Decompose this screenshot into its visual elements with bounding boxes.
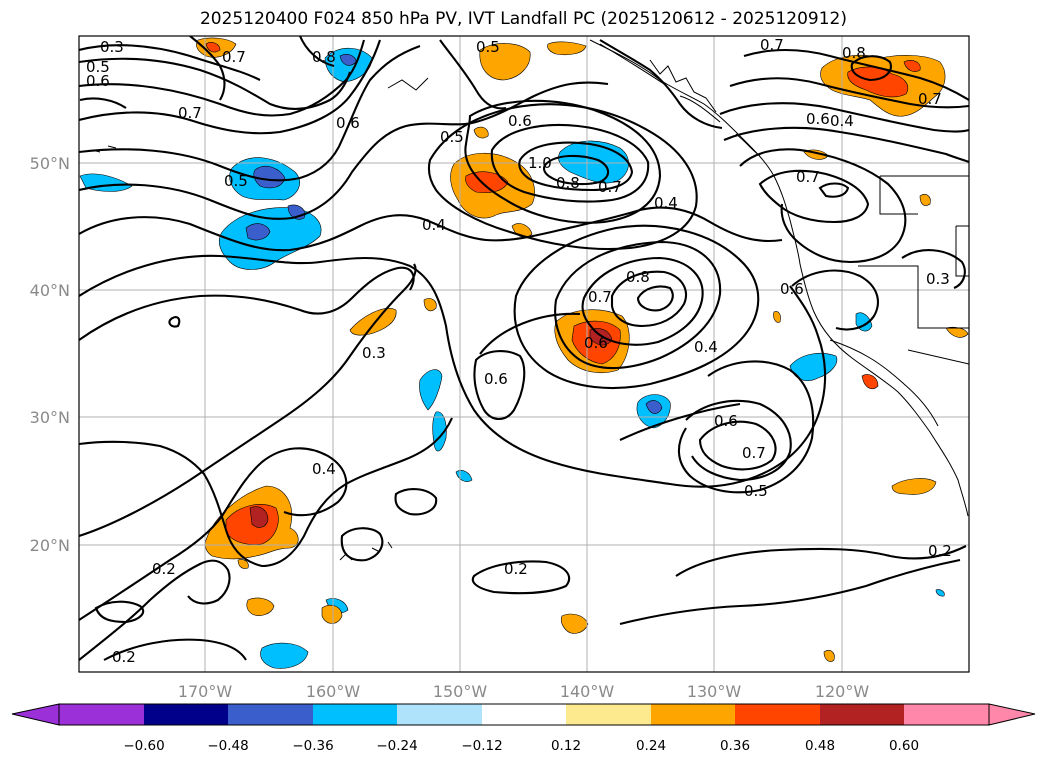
contour-label: 0.7 — [760, 36, 784, 54]
contour-label: 0.6 — [584, 334, 608, 352]
colorbar-cell — [482, 704, 566, 725]
colorbar-tick-label: 0.12 — [551, 738, 581, 754]
contour-label: 0.5 — [86, 58, 110, 76]
contour-label: 1.0 — [528, 154, 552, 172]
colorbar: −0.60 −0.48 −0.36 −0.24 −0.12 0.12 0.24 … — [11, 703, 1036, 754]
colorbar-tick-label: −0.48 — [207, 738, 248, 754]
contour-label: 0.6 — [508, 112, 532, 130]
contour-label: 0.3 — [100, 38, 124, 56]
contour-label: 0.6 — [714, 412, 738, 430]
map-area: 0.3 0.5 0.6 0.7 0.7 0.8 0.6 0.5 0.5 0.7 … — [79, 36, 969, 672]
contour-label: 0.4 — [312, 460, 336, 478]
contour-label: 0.6 — [336, 114, 360, 132]
contour-label: 0.8 — [312, 48, 336, 66]
contour-label: 0.2 — [928, 542, 952, 560]
pv-fill-layer — [79, 37, 969, 669]
colorbar-extend-max — [988, 703, 1036, 726]
colorbar-tick-label: −0.24 — [376, 738, 417, 754]
contour-label: 0.2 — [112, 648, 136, 666]
lon-label: 140°W — [560, 682, 615, 701]
lon-label: 170°W — [178, 682, 233, 701]
colorbar-tick-label: 0.36 — [720, 738, 750, 754]
contour-label: 0.7 — [598, 178, 622, 196]
colorbar-tick-label: 0.24 — [636, 738, 666, 754]
colorbar-cell — [144, 704, 228, 725]
lat-label: 30°N — [30, 408, 70, 427]
colorbar-cell — [904, 704, 989, 725]
longitude-labels: 170°W 160°W 150°W 140°W 130°W 120°W — [178, 682, 870, 701]
contour-label: 0.3 — [926, 270, 950, 288]
lon-label: 150°W — [433, 682, 488, 701]
contour-label: 0.7 — [742, 444, 766, 462]
colorbar-cell — [228, 704, 313, 725]
contour-label: 0.5 — [476, 38, 500, 56]
colorbar-cell — [397, 704, 482, 725]
contour-label: 0.7 — [178, 104, 202, 122]
lat-label: 50°N — [30, 154, 70, 173]
colorbar-tick-label: −0.12 — [461, 738, 502, 754]
contour-label: 0.3 — [362, 344, 386, 362]
map-title: 2025120400 F024 850 hPa PV, IVT Landfall… — [199, 9, 847, 29]
contour-label: 0.5 — [440, 128, 464, 146]
colorbar-cell — [651, 704, 735, 725]
colorbar-tick-label: −0.60 — [123, 738, 164, 754]
colorbar-cell — [566, 704, 651, 725]
contour-label: 0.7 — [222, 48, 246, 66]
contour-label: 0.2 — [152, 560, 176, 578]
contour-label: 0.5 — [224, 172, 248, 190]
contour-label: 0.4 — [830, 112, 854, 130]
contour-label: 0.6 — [86, 72, 110, 90]
contour-label: 0.8 — [556, 174, 580, 192]
pv-contours — [79, 36, 969, 661]
map-frame — [78, 35, 970, 673]
contour-label: 0.7 — [588, 288, 612, 306]
contour-labels: 0.3 0.5 0.6 0.7 0.7 0.8 0.6 0.5 0.5 0.7 … — [86, 36, 952, 666]
contour-label: 0.4 — [654, 194, 678, 212]
latitude-labels: 50°N 40°N 30°N 20°N — [30, 154, 70, 555]
contour-label: 0.6 — [806, 110, 830, 128]
colorbar-extend-min — [11, 703, 60, 726]
contour-label: 0.8 — [626, 268, 650, 286]
contour-label: 0.7 — [918, 90, 942, 108]
colorbar-cell — [59, 704, 144, 725]
contour-label: 0.4 — [422, 216, 446, 234]
colorbar-cell — [735, 704, 820, 725]
colorbar-tick-label: 0.48 — [805, 738, 835, 754]
contour-label: 0.6 — [780, 280, 804, 298]
contour-label: 0.7 — [796, 168, 820, 186]
contour-label: 0.4 — [694, 338, 718, 356]
colorbar-cell — [313, 704, 397, 725]
colorbar-tick-label: −0.36 — [292, 738, 333, 754]
contour-label: 0.8 — [842, 44, 866, 62]
lon-label: 130°W — [687, 682, 742, 701]
contour-label: 0.2 — [504, 560, 528, 578]
colorbar-cell — [820, 704, 904, 725]
lat-label: 20°N — [30, 536, 70, 555]
lon-label: 160°W — [306, 682, 361, 701]
lat-label: 40°N — [30, 281, 70, 300]
contour-label: 0.5 — [744, 482, 768, 500]
colorbar-tick-label: 0.60 — [889, 738, 919, 754]
contour-label: 0.6 — [484, 370, 508, 388]
lon-label: 120°W — [815, 682, 870, 701]
graticule — [79, 36, 969, 672]
